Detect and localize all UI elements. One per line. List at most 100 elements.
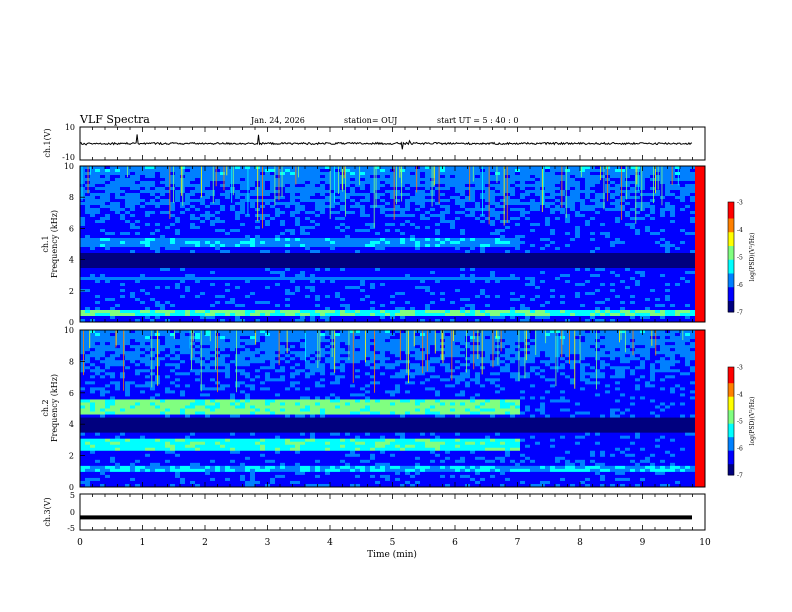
spectrogram-cell bbox=[240, 214, 246, 218]
spectrogram-cell bbox=[160, 178, 166, 182]
spectrogram-cell bbox=[245, 220, 251, 224]
spectrogram-cell bbox=[545, 238, 551, 242]
spectrogram-cell bbox=[370, 289, 376, 293]
spectrogram-cell bbox=[270, 280, 276, 284]
spectrogram-cell bbox=[110, 241, 116, 245]
spectrogram-cell bbox=[290, 292, 296, 296]
spectrogram-cell bbox=[280, 292, 286, 296]
spectrogram-cell bbox=[465, 298, 471, 302]
spectrogram-cell bbox=[90, 175, 96, 179]
spectrogram-cell bbox=[460, 208, 466, 212]
spectrogram-cell bbox=[410, 214, 416, 218]
spectrogram-cell bbox=[95, 211, 101, 215]
spectrogram-cell bbox=[345, 268, 351, 272]
spectrogram-cell bbox=[125, 205, 131, 209]
spectrogram-cell bbox=[470, 292, 476, 296]
spectrogram-cell bbox=[170, 319, 176, 323]
spectrogram-cell bbox=[190, 190, 196, 194]
spectrogram-cell bbox=[245, 253, 251, 257]
spectrogram-cell bbox=[270, 244, 276, 248]
spectrogram-cell bbox=[255, 307, 261, 311]
spectrogram-cell bbox=[455, 238, 461, 242]
spectrogram-cell bbox=[545, 187, 551, 191]
spectrogram-cell bbox=[90, 295, 96, 299]
spectrogram-cell bbox=[265, 253, 271, 257]
spectrogram-cell bbox=[355, 181, 361, 185]
spectrogram-cell bbox=[120, 259, 126, 263]
spectrogram-cell bbox=[395, 229, 401, 233]
spectrogram-cell bbox=[165, 172, 171, 176]
spectrogram-cell bbox=[265, 208, 271, 212]
spectrogram-cell bbox=[270, 199, 276, 203]
spectrogram-cell bbox=[460, 223, 466, 227]
spectrogram-cell bbox=[235, 289, 241, 293]
spectrogram-cell bbox=[130, 178, 136, 182]
spectrogram-cell bbox=[510, 190, 516, 194]
spectrogram-cell bbox=[475, 229, 481, 233]
spectrogram-cell bbox=[540, 244, 546, 248]
spectrogram-cell bbox=[205, 199, 211, 203]
spectrogram-cell bbox=[150, 196, 156, 200]
spectrogram-cell bbox=[415, 262, 421, 266]
spectrogram-cell bbox=[350, 238, 356, 242]
spectrogram-cell bbox=[465, 196, 471, 200]
spectrogram-cell bbox=[425, 217, 431, 221]
spectrogram-cell bbox=[115, 181, 121, 185]
spectrogram-cell bbox=[250, 169, 256, 173]
spectrogram-cell bbox=[495, 313, 501, 317]
spectrogram-cell bbox=[155, 304, 161, 308]
spectrogram-cell bbox=[225, 211, 231, 215]
spectrogram-cell bbox=[495, 292, 501, 296]
spectrogram-cell bbox=[300, 178, 306, 182]
spectrogram-cell bbox=[95, 259, 101, 263]
spectrogram-cell bbox=[190, 247, 196, 251]
spectrogram-cell bbox=[380, 283, 386, 287]
spectrogram-cell bbox=[450, 307, 456, 311]
spectrogram-cell bbox=[355, 229, 361, 233]
spectrogram-cell bbox=[445, 232, 451, 236]
spectrogram-cell bbox=[150, 247, 156, 251]
spectrogram-cell bbox=[385, 268, 391, 272]
spectrogram-cell bbox=[180, 304, 186, 308]
spectrogram-cell bbox=[95, 319, 101, 323]
spectrogram-cell bbox=[90, 232, 96, 236]
spectrogram-cell bbox=[85, 298, 91, 302]
spectrogram-cell bbox=[90, 244, 96, 248]
spectrogram-cell bbox=[310, 190, 316, 194]
spectrogram-cell bbox=[265, 220, 271, 224]
spectrogram-cell bbox=[220, 259, 226, 263]
spectrogram-cell bbox=[150, 268, 156, 272]
spectrogram-cell bbox=[100, 271, 106, 275]
spectrogram-cell bbox=[450, 250, 456, 254]
spectrogram-cell bbox=[400, 199, 406, 203]
spectrogram-cell bbox=[405, 313, 411, 317]
spectrogram-cell bbox=[420, 172, 426, 176]
spectrogram-cell bbox=[250, 310, 256, 314]
spectrogram-cell bbox=[110, 265, 116, 269]
spectrogram-cell bbox=[215, 223, 221, 227]
spectrogram-cell bbox=[230, 166, 236, 170]
spectrogram-cell bbox=[180, 253, 186, 257]
spectrogram-cell bbox=[100, 304, 106, 308]
spectrogram-cell bbox=[385, 283, 391, 287]
spectrogram-cell bbox=[365, 238, 371, 242]
spectrogram-cell bbox=[120, 304, 126, 308]
spectrogram-cell bbox=[95, 229, 101, 233]
spectrogram-cell bbox=[475, 256, 481, 260]
spectrogram-cell bbox=[385, 316, 391, 320]
spectrogram-cell bbox=[125, 268, 131, 272]
spectrogram-cell bbox=[295, 265, 301, 269]
spectrogram-cell bbox=[110, 190, 116, 194]
spectrogram-cell bbox=[150, 169, 156, 173]
spectrogram-cell bbox=[345, 283, 351, 287]
spectrogram-cell bbox=[545, 217, 551, 221]
spectrogram-cell bbox=[535, 169, 541, 173]
spectrogram-cell bbox=[380, 202, 386, 206]
spectrogram-cell bbox=[350, 208, 356, 212]
spectrogram-cell bbox=[160, 247, 166, 251]
spectrogram-cell bbox=[395, 190, 401, 194]
spectrogram-cell bbox=[350, 232, 356, 236]
spectrogram-cell bbox=[120, 196, 126, 200]
spectrogram-cell bbox=[195, 301, 201, 305]
spectrogram-cell bbox=[280, 259, 286, 263]
